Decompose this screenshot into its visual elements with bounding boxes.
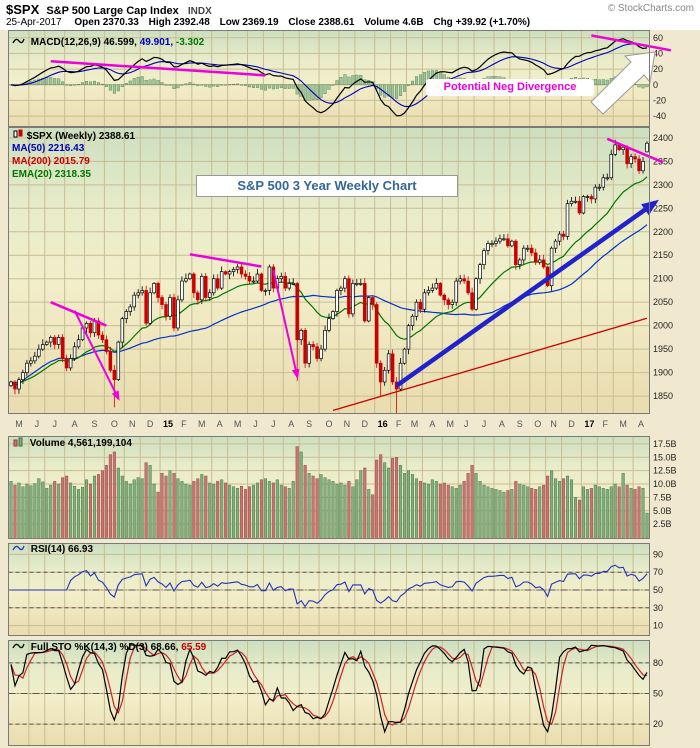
svg-text:80: 80 bbox=[653, 658, 663, 668]
svg-text:2100: 2100 bbox=[653, 274, 673, 284]
svg-text:A: A bbox=[72, 419, 78, 429]
svg-text:M: M bbox=[234, 419, 242, 429]
svg-text:F: F bbox=[181, 419, 187, 429]
svg-text:M: M bbox=[15, 419, 23, 429]
exchange-label: INDX bbox=[187, 6, 212, 17]
svg-text:10: 10 bbox=[653, 621, 663, 631]
chart-area: 60 40 20 0 -20 -40 2400 2350 2300 2250 2200 2150 21… bbox=[0, 30, 700, 748]
svg-text:O: O bbox=[325, 419, 332, 429]
quote-volume: Volume 4.6B bbox=[364, 17, 424, 28]
svg-text:2200: 2200 bbox=[653, 227, 673, 237]
stochastics-panel: 80 50 20 bbox=[8, 640, 663, 746]
svg-text:A: A bbox=[499, 419, 505, 429]
svg-text:M: M bbox=[446, 419, 454, 429]
svg-text:F: F bbox=[396, 419, 402, 429]
svg-text:70: 70 bbox=[653, 567, 663, 577]
svg-text:2000: 2000 bbox=[653, 321, 673, 331]
svg-text:A: A bbox=[217, 419, 223, 429]
quote-close: Close 2388.61 bbox=[288, 17, 355, 28]
svg-text:0: 0 bbox=[653, 80, 658, 90]
svg-text:17.5B: 17.5B bbox=[653, 439, 677, 449]
svg-text:J: J bbox=[271, 419, 276, 429]
svg-text:-20: -20 bbox=[653, 95, 666, 105]
svg-text:N: N bbox=[129, 419, 136, 429]
svg-text:50: 50 bbox=[653, 585, 663, 595]
svg-text:A: A bbox=[288, 419, 294, 429]
svg-text:2300: 2300 bbox=[653, 180, 673, 190]
svg-text:1850: 1850 bbox=[653, 391, 673, 401]
svg-text:30: 30 bbox=[653, 603, 663, 613]
svg-text:M: M bbox=[619, 419, 627, 429]
volume-panel: 17.5B 15.0B 12.5B 10.0B 7.5B 5.0B 2.5B bbox=[8, 436, 677, 539]
quote-row: 25-Apr-2017 Open 2370.33 High 2392.48 Lo… bbox=[6, 17, 694, 28]
index-name: S&P 500 Large Cap Index bbox=[46, 5, 179, 17]
svg-text:20: 20 bbox=[653, 719, 663, 729]
svg-text:O: O bbox=[111, 419, 118, 429]
x-axis-months: M J J A S O N D 15 F M A M J J A S O N D 16 F M A M J J A S O N D 17 F M A bbox=[15, 419, 644, 429]
svg-text:S: S bbox=[91, 419, 97, 429]
price-panel: 2400235023002250220021502100205020001950… bbox=[8, 127, 673, 414]
svg-text:12.5B: 12.5B bbox=[653, 466, 677, 476]
svg-text:2250: 2250 bbox=[653, 203, 673, 213]
quote-low: Low 2369.19 bbox=[219, 17, 279, 28]
svg-text:D: D bbox=[362, 419, 369, 429]
svg-text:J: J bbox=[35, 419, 40, 429]
svg-text:D: D bbox=[147, 419, 154, 429]
svg-text:2050: 2050 bbox=[653, 297, 673, 307]
svg-text:S: S bbox=[306, 419, 312, 429]
svg-text:1950: 1950 bbox=[653, 344, 673, 354]
quote-change: Chg +39.92 (+1.70%) bbox=[433, 17, 531, 28]
svg-text:15: 15 bbox=[163, 419, 173, 429]
svg-text:-40: -40 bbox=[653, 111, 666, 121]
svg-text:2150: 2150 bbox=[653, 250, 673, 260]
svg-text:J: J bbox=[253, 419, 258, 429]
svg-text:J: J bbox=[464, 419, 469, 429]
svg-text:17: 17 bbox=[584, 419, 594, 429]
ticker-symbol: $SPX bbox=[6, 2, 40, 17]
svg-text:10.0B: 10.0B bbox=[653, 479, 677, 489]
svg-text:90: 90 bbox=[653, 549, 663, 559]
svg-text:A: A bbox=[429, 419, 435, 429]
svg-text:60: 60 bbox=[653, 33, 663, 43]
quote-open: Open 2370.33 bbox=[74, 17, 139, 28]
macd-panel: 60 40 20 0 -20 -40 bbox=[8, 30, 672, 127]
svg-text:1900: 1900 bbox=[653, 368, 673, 378]
svg-text:40: 40 bbox=[653, 48, 663, 58]
svg-text:A: A bbox=[638, 419, 644, 429]
quote-date: 25-Apr-2017 bbox=[6, 17, 62, 28]
quote-high: High 2392.48 bbox=[148, 17, 210, 28]
svg-text:2400: 2400 bbox=[653, 133, 673, 143]
svg-text:M: M bbox=[198, 419, 206, 429]
svg-text:F: F bbox=[603, 419, 609, 429]
svg-text:50: 50 bbox=[653, 689, 663, 699]
chart-header: $SPX S&P 500 Large Cap Index INDX © Stoc… bbox=[0, 0, 700, 30]
title-row: $SPX S&P 500 Large Cap Index INDX © Stoc… bbox=[6, 2, 694, 17]
svg-text:15.0B: 15.0B bbox=[653, 452, 677, 462]
svg-text:D: D bbox=[568, 419, 575, 429]
svg-text:N: N bbox=[550, 419, 557, 429]
svg-text:16: 16 bbox=[378, 419, 388, 429]
svg-text:N: N bbox=[344, 419, 351, 429]
svg-text:J: J bbox=[482, 419, 487, 429]
copyright: © StockCharts.com bbox=[607, 3, 694, 14]
rsi-panel: 90 70 50 30 10 bbox=[8, 543, 663, 636]
svg-text:20: 20 bbox=[653, 64, 663, 74]
svg-text:J: J bbox=[52, 419, 57, 429]
svg-text:5.0B: 5.0B bbox=[653, 506, 672, 516]
svg-text:2.5B: 2.5B bbox=[653, 519, 672, 529]
svg-text:7.5B: 7.5B bbox=[653, 492, 672, 502]
svg-text:O: O bbox=[534, 419, 541, 429]
svg-text:M: M bbox=[411, 419, 419, 429]
svg-text:S: S bbox=[517, 419, 523, 429]
